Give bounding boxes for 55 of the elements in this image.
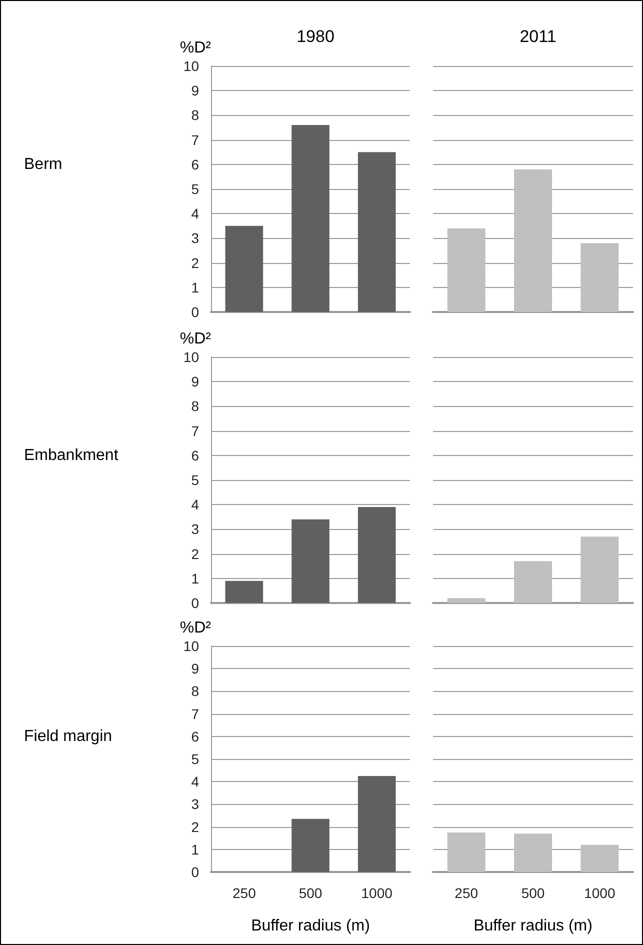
y-tick-label: 6 [191,447,200,464]
bar [225,226,264,312]
x-tick-label: 500 [298,885,322,901]
x-tick-label: 250 [232,885,256,901]
y-tick-label: 2 [191,254,200,271]
bar [225,580,264,603]
y-tick-label: 3 [191,521,200,538]
y-tick-label: 2 [191,818,200,835]
y-axis-title: %D² [180,40,212,56]
text: Field margin [24,728,112,745]
y-tick-label: 9 [191,660,200,677]
y-tick-label: 4 [191,206,200,222]
bar [292,125,330,312]
y-tick-label: 0 [191,304,200,320]
y-tick-label: 1 [191,279,200,296]
y-tick-label: 8 [191,107,200,124]
bar [292,519,330,603]
chart-title: 1980 [296,27,334,46]
y-tick-label: 3 [191,796,200,812]
y-tick-label: 1 [191,570,200,586]
x-tick-label: 250 [454,885,478,901]
text: Berm [24,156,62,173]
y-tick-label: 5 [191,751,200,767]
y-tick-label: 1 [191,841,200,858]
y-axis-title: %D² [180,330,212,348]
y-tick-label: 0 [191,595,200,611]
bar [358,507,396,603]
chart-title: 2011 [520,27,556,46]
y-tick-label: 6 [191,728,200,744]
y-tick-label: 9 [191,82,200,99]
y-tick-label: 0 [191,864,200,880]
x-axis-title: Buffer radius (m) [251,918,370,934]
y-tick-label: 10 [183,58,200,74]
y-tick-label: 7 [191,132,200,148]
y-tick-label: 9 [191,374,200,390]
x-tick-label: 1000 [361,885,393,901]
y-tick-label: 6 [191,156,200,172]
y-tick-label: 7 [191,422,200,439]
y-tick-label: 3 [191,230,200,246]
bar [358,152,396,312]
y-axis-title: %D² [180,620,212,636]
text: Embankment [24,446,119,464]
x-axis-title: Buffer radius (m) [474,918,592,934]
x-tick-label: 500 [521,885,545,901]
y-tick-label: 4 [191,774,200,790]
y-tick-label: 7 [191,706,200,722]
y-tick-label: 8 [191,398,200,414]
y-tick-label: 8 [191,683,200,700]
y-tick-label: 5 [191,472,200,488]
y-tick-label: 10 [183,349,200,365]
x-tick-label: 1000 [584,885,616,901]
y-tick-label: 4 [191,496,200,513]
y-tick-label: 10 [183,638,200,654]
y-tick-label: 5 [191,181,200,197]
y-tick-label: 2 [191,546,200,562]
